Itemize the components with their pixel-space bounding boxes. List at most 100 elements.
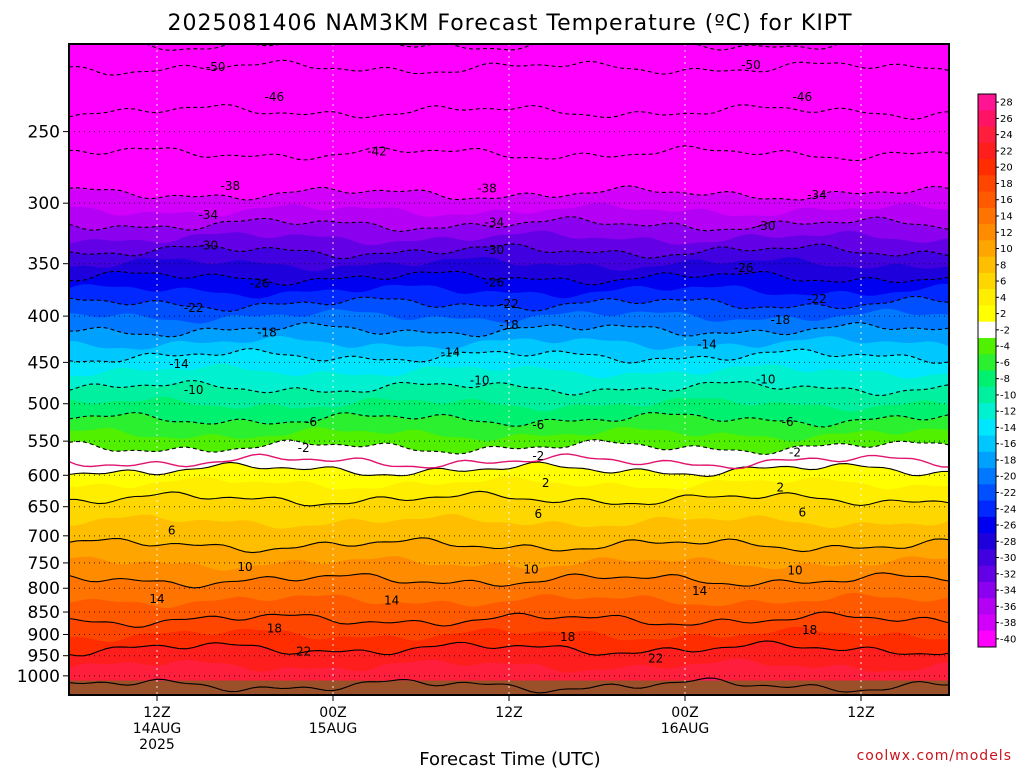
colorbar-label-6: 6 bbox=[1000, 277, 1006, 288]
contour-label-18: -22 bbox=[807, 292, 827, 306]
colorbar-swatch-2 bbox=[978, 305, 996, 323]
contour-label-8: -34 bbox=[485, 215, 505, 229]
colorbar-swatch--34 bbox=[978, 581, 996, 599]
contour-label-34: 2 bbox=[542, 476, 550, 490]
colorbar-swatch-20 bbox=[978, 159, 996, 176]
colorbar-swatch--10 bbox=[978, 386, 996, 404]
colorbar-swatch--8 bbox=[978, 370, 996, 388]
contour-label-37: 6 bbox=[535, 507, 543, 521]
colorbar-swatch--18 bbox=[978, 451, 996, 469]
chart-title: 2025081406 NAM3KM Forecast Temperature (… bbox=[167, 11, 852, 36]
contour-label-44: 14 bbox=[692, 584, 707, 598]
colorbar-label-26: 26 bbox=[1000, 114, 1013, 125]
colorbar-label--32: -32 bbox=[1000, 569, 1016, 580]
contour-label-2: -46 bbox=[265, 90, 285, 104]
y-tick-label-350: 350 bbox=[28, 255, 60, 275]
colorbar-swatch-16 bbox=[978, 191, 996, 209]
contour-label-4: -42 bbox=[367, 145, 387, 159]
isotherm-6 bbox=[69, 490, 949, 507]
colorbar-label-22: 22 bbox=[1000, 146, 1013, 157]
isotherm--46 bbox=[69, 104, 949, 120]
contour-label-32: -2 bbox=[532, 449, 544, 463]
y-tick-label-800: 800 bbox=[28, 579, 60, 599]
colorbar-swatch--12 bbox=[978, 403, 996, 420]
colorbar-label--16: -16 bbox=[1000, 439, 1016, 450]
isotherm--34 bbox=[69, 216, 949, 232]
colorbar-label-18: 18 bbox=[1000, 179, 1013, 190]
colorbar-swatch--4 bbox=[978, 337, 996, 355]
contour-label-3: -46 bbox=[793, 90, 813, 104]
colorbar-swatch--20 bbox=[978, 468, 996, 485]
colorbar-label--34: -34 bbox=[1000, 586, 1016, 597]
colorbar-label--18: -18 bbox=[1000, 455, 1016, 466]
contour-label-39: 10 bbox=[237, 560, 252, 574]
contour-label-13: -26 bbox=[250, 276, 270, 290]
colorbar-swatch--40 bbox=[978, 630, 996, 648]
isotherm--42 bbox=[69, 145, 949, 162]
isotherm--18 bbox=[69, 322, 949, 338]
colorbar-swatch--36 bbox=[978, 598, 996, 615]
colorbar-label--4: -4 bbox=[1000, 342, 1010, 353]
contour-label-23: -14 bbox=[441, 346, 461, 360]
colorbar-label-20: 20 bbox=[1000, 163, 1013, 174]
pressure-axis: 2503003504004505005506006507007508008509… bbox=[17, 123, 69, 687]
colorbar-label-14: 14 bbox=[1000, 211, 1013, 222]
contour-label-36: 6 bbox=[168, 524, 176, 538]
isotherm--26 bbox=[69, 270, 949, 286]
isotherm--2 bbox=[69, 439, 949, 456]
colorbar-legend: 28 26 24 22 20 18 16 14 12 10 8 6 4 2 -2 -4 -6 -8 -10 -12 -1… bbox=[977, 93, 1016, 648]
y-tick-label-550: 550 bbox=[28, 432, 60, 452]
colorbar-swatch--32 bbox=[978, 565, 996, 583]
colorbar-label--38: -38 bbox=[1000, 618, 1016, 629]
colorbar-label--8: -8 bbox=[1000, 374, 1010, 385]
colorbar-label--12: -12 bbox=[1000, 407, 1016, 418]
colorbar-label--2: -2 bbox=[1000, 325, 1010, 336]
contour-label-16: -22 bbox=[184, 301, 204, 315]
colorbar-label-8: 8 bbox=[1000, 260, 1006, 271]
colorbar-swatch-24 bbox=[978, 126, 996, 144]
isotherm--38 bbox=[69, 185, 949, 201]
y-tick-label-400: 400 bbox=[28, 307, 60, 327]
colorbar-swatch--22 bbox=[978, 484, 996, 502]
x-tick-label-h18-1: 15AUG bbox=[309, 721, 358, 737]
contour-label-12: -30 bbox=[756, 219, 776, 233]
colorbar-swatch-4 bbox=[978, 289, 996, 306]
contour-label-45: 18 bbox=[267, 621, 282, 635]
contour-labels: -50 -50 -46 -46 -42 -38 -38 -34 -34 -34 -30 -30 -30 -… bbox=[149, 58, 826, 666]
contour-label-24: -14 bbox=[697, 338, 717, 352]
colorbar-swatch--6 bbox=[978, 354, 996, 371]
colorbar-swatch-12 bbox=[978, 224, 996, 241]
contour-label-14: -26 bbox=[485, 275, 505, 289]
colorbar-label--40: -40 bbox=[1000, 634, 1016, 645]
contour-label-46: 18 bbox=[560, 630, 575, 644]
colorbar-swatch--24 bbox=[978, 500, 996, 518]
contour-label-20: -18 bbox=[499, 318, 519, 332]
colorbar-label--28: -28 bbox=[1000, 537, 1016, 548]
colorbar-label--6: -6 bbox=[1000, 358, 1010, 369]
isotherm-10 bbox=[69, 537, 949, 554]
y-tick-label-450: 450 bbox=[28, 353, 60, 373]
credit-link[interactable]: coolwx.com/models bbox=[857, 748, 1012, 764]
contour-label-47: 18 bbox=[802, 623, 817, 637]
y-tick-label-1000: 1000 bbox=[17, 667, 60, 687]
contour-label-33: -2 bbox=[789, 445, 801, 459]
isotherm--6 bbox=[69, 411, 949, 428]
isotherm--14 bbox=[69, 348, 949, 364]
x-tick-label-h30-0: 12Z bbox=[495, 705, 522, 721]
colorbar-label-16: 16 bbox=[1000, 195, 1013, 206]
contour-label-43: 14 bbox=[384, 593, 399, 607]
isotherm--54 bbox=[69, 44, 933, 51]
isotherm--50 bbox=[69, 59, 949, 76]
contour-label-15: -26 bbox=[734, 261, 754, 275]
colorbar-swatch--2 bbox=[978, 321, 996, 339]
y-tick-label-250: 250 bbox=[28, 123, 60, 143]
x-tick-label-h18-0: 00Z bbox=[319, 705, 346, 721]
y-tick-label-750: 750 bbox=[28, 554, 60, 574]
contour-label-17: -22 bbox=[499, 297, 519, 311]
x-tick-label-h54-0: 12Z bbox=[847, 705, 874, 721]
isotherm-14 bbox=[69, 572, 949, 589]
colorbar-label-2: 2 bbox=[1000, 309, 1006, 320]
contour-label-42: 14 bbox=[149, 592, 164, 606]
colorbar-label--22: -22 bbox=[1000, 488, 1016, 499]
